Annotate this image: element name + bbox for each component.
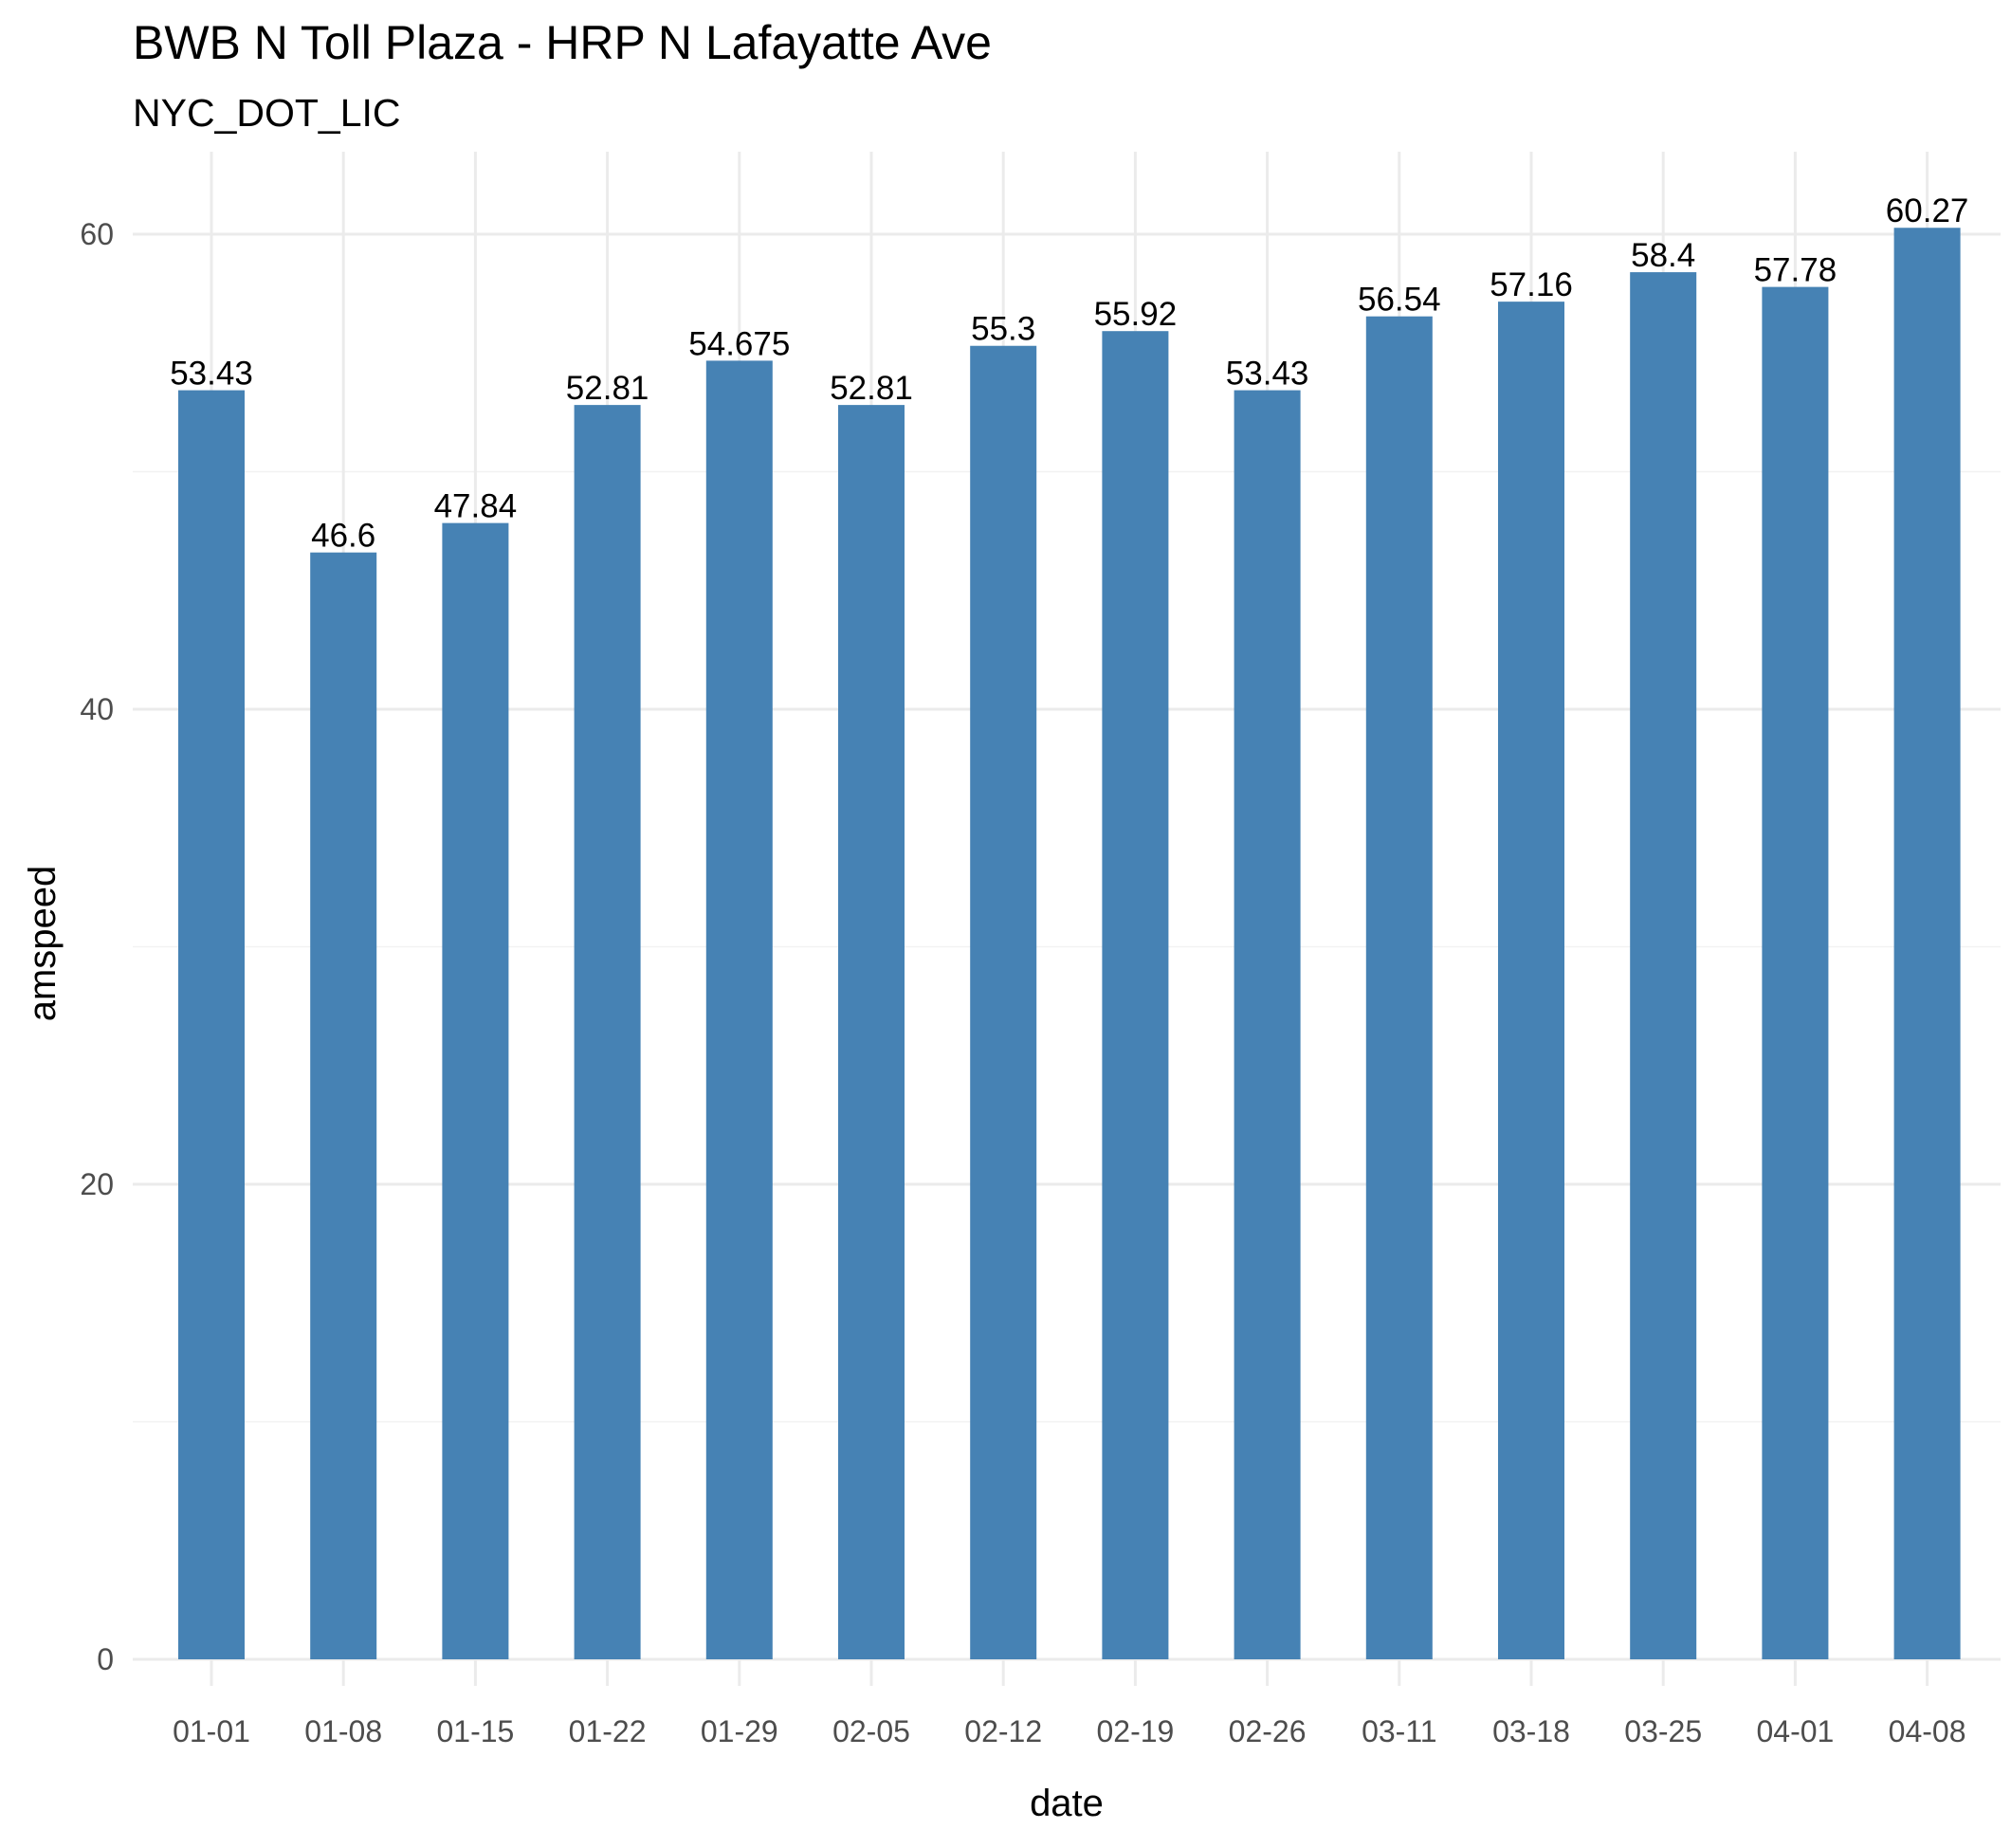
x-tick-label: 03-18: [1492, 1714, 1570, 1748]
x-tick-label: 04-08: [1889, 1714, 1966, 1748]
x-axis-title: date: [1030, 1783, 1104, 1824]
x-tick-label: 01-29: [701, 1714, 778, 1748]
bar-value-label: 46.6: [311, 518, 375, 555]
bar: [574, 405, 641, 1659]
bar-value-label: 54.675: [688, 325, 790, 362]
x-tick-label: 02-26: [1229, 1714, 1307, 1748]
x-tick-label: 03-25: [1624, 1714, 1702, 1748]
bar-value-label: 56.54: [1358, 282, 1441, 319]
y-tick-label: 60: [80, 217, 114, 251]
bar-value-label: 57.16: [1490, 266, 1573, 303]
x-tick-label: 02-12: [964, 1714, 1042, 1748]
chart-title: BWB N Toll Plaza - HRP N Lafayatte Ave: [133, 16, 992, 69]
y-tick-label: 40: [80, 692, 114, 726]
y-axis-title: amspeed: [22, 866, 64, 1022]
bar-value-label: 58.4: [1631, 237, 1695, 274]
x-tick-label: 02-19: [1096, 1714, 1174, 1748]
x-axis-ticks: 01-01 01-08 01-15 01-22 01-29 02-05 02-12 02-19…: [173, 1714, 1965, 1748]
y-tick-label: 0: [97, 1642, 114, 1676]
bar-value-label: 52.81: [830, 370, 913, 407]
bar: [1102, 331, 1169, 1660]
bar: [1893, 228, 1961, 1660]
bar: [178, 390, 245, 1659]
x-tick-label: 01-15: [436, 1714, 514, 1748]
bar-value-label: 53.43: [170, 356, 253, 393]
bar-value-label: 53.43: [1226, 356, 1309, 393]
bar-value-label: 55.92: [1094, 296, 1178, 333]
bar: [1762, 286, 1829, 1660]
data-labels: 53.43 46.6 47.84 52.81 54.675 52.81 55.3 55.92 5…: [170, 192, 1968, 554]
bar-value-label: 55.3: [971, 311, 1035, 348]
bar: [705, 360, 773, 1659]
bar: [442, 522, 509, 1660]
bar: [1498, 302, 1564, 1660]
chart-subtitle: NYC_DOT_LIC: [133, 91, 401, 135]
x-tick-label: 01-22: [569, 1714, 647, 1748]
bar-value-label: 52.81: [566, 370, 649, 407]
bar: [838, 405, 905, 1659]
y-axis-ticks: 0 20 40 60: [80, 217, 114, 1676]
bar-value-label: 60.27: [1886, 192, 1969, 229]
bar: [1365, 316, 1433, 1660]
bar-value-label: 47.84: [434, 488, 518, 525]
x-tick-label: 04-01: [1756, 1714, 1834, 1748]
bar: [310, 552, 377, 1660]
x-tick-label: 01-08: [304, 1714, 382, 1748]
x-tick-label: 02-05: [832, 1714, 910, 1748]
bar-value-label: 57.78: [1754, 252, 1837, 289]
bar: [1234, 390, 1301, 1659]
bars: [178, 228, 1961, 1660]
y-tick-label: 20: [80, 1167, 114, 1201]
bar: [1630, 272, 1697, 1660]
bar: [970, 345, 1037, 1659]
x-tick-label: 03-11: [1362, 1714, 1436, 1748]
x-tick-label: 01-01: [173, 1714, 250, 1748]
